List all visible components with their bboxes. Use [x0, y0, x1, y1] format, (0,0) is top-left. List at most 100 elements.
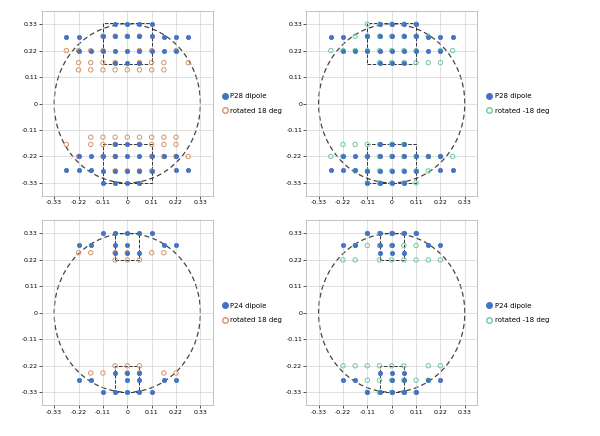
Point: [110, 180, 120, 187]
Point: [122, 370, 132, 377]
Point: [411, 47, 421, 54]
Point: [338, 362, 348, 369]
Point: [387, 370, 397, 377]
Bar: [380, 233, 404, 260]
Point: [338, 34, 348, 41]
Point: [110, 153, 120, 160]
Point: [338, 141, 348, 148]
Point: [362, 230, 372, 237]
Point: [98, 33, 108, 40]
Point: [74, 59, 83, 66]
Point: [326, 34, 335, 41]
Point: [375, 370, 385, 377]
Point: [411, 33, 421, 40]
Point: [436, 47, 445, 54]
Point: [399, 249, 409, 256]
Point: [159, 370, 169, 377]
Point: [362, 33, 372, 40]
Point: [159, 377, 169, 384]
Point: [375, 47, 385, 54]
Point: [362, 377, 372, 384]
Point: [387, 153, 397, 160]
Point: [350, 33, 360, 40]
Point: [387, 141, 397, 148]
Point: [110, 134, 120, 141]
Point: [134, 230, 144, 237]
Bar: [115, 366, 139, 392]
Point: [399, 389, 409, 396]
Point: [134, 370, 144, 377]
Point: [387, 389, 397, 396]
Point: [134, 249, 144, 256]
Point: [399, 377, 409, 384]
Point: [134, 20, 144, 27]
Point: [436, 59, 445, 66]
Point: [110, 141, 120, 148]
Point: [86, 242, 95, 249]
Point: [436, 377, 445, 384]
Point: [134, 141, 144, 148]
Point: [338, 377, 348, 384]
Point: [147, 59, 157, 66]
Point: [122, 242, 132, 249]
Point: [411, 389, 421, 396]
Point: [134, 377, 144, 384]
Point: [350, 166, 360, 173]
Point: [387, 59, 397, 66]
Point: [159, 34, 169, 41]
Point: [375, 180, 385, 187]
Bar: [103, 144, 152, 183]
Point: [110, 370, 120, 377]
Legend: P24 dipole, rotated -18 deg: P24 dipole, rotated -18 deg: [485, 303, 549, 323]
Point: [122, 167, 132, 174]
Point: [171, 370, 181, 377]
Legend: P24 dipole, rotated 18 deg: P24 dipole, rotated 18 deg: [221, 303, 282, 323]
Point: [424, 153, 433, 160]
Point: [399, 167, 409, 174]
Point: [134, 256, 144, 263]
Point: [436, 242, 445, 249]
Point: [411, 230, 421, 237]
Point: [74, 377, 83, 384]
Point: [122, 230, 132, 237]
Point: [387, 47, 397, 54]
Point: [375, 242, 385, 249]
Point: [86, 134, 95, 141]
Point: [387, 256, 397, 263]
Point: [122, 249, 132, 256]
Point: [399, 180, 409, 187]
Point: [159, 47, 169, 54]
Point: [362, 47, 372, 54]
Point: [387, 167, 397, 174]
Point: [134, 47, 144, 54]
Point: [74, 242, 83, 249]
Point: [147, 153, 157, 160]
Point: [375, 180, 385, 187]
Point: [122, 33, 132, 40]
Point: [134, 47, 144, 54]
Point: [411, 153, 421, 160]
Point: [399, 153, 409, 160]
Point: [375, 141, 385, 148]
Point: [350, 242, 360, 249]
Point: [62, 47, 71, 54]
Point: [147, 141, 157, 148]
Point: [387, 389, 397, 396]
Point: [387, 20, 397, 27]
Point: [110, 249, 120, 256]
Point: [375, 33, 385, 40]
Point: [98, 153, 108, 160]
Point: [134, 141, 144, 148]
Point: [122, 249, 132, 256]
Point: [134, 153, 144, 160]
Point: [122, 33, 132, 40]
Point: [110, 66, 120, 73]
Bar: [115, 233, 139, 260]
Point: [159, 242, 169, 249]
Point: [424, 153, 433, 160]
Point: [134, 59, 144, 66]
Point: [387, 230, 397, 237]
Point: [98, 180, 108, 187]
Point: [411, 167, 421, 174]
Point: [399, 180, 409, 187]
